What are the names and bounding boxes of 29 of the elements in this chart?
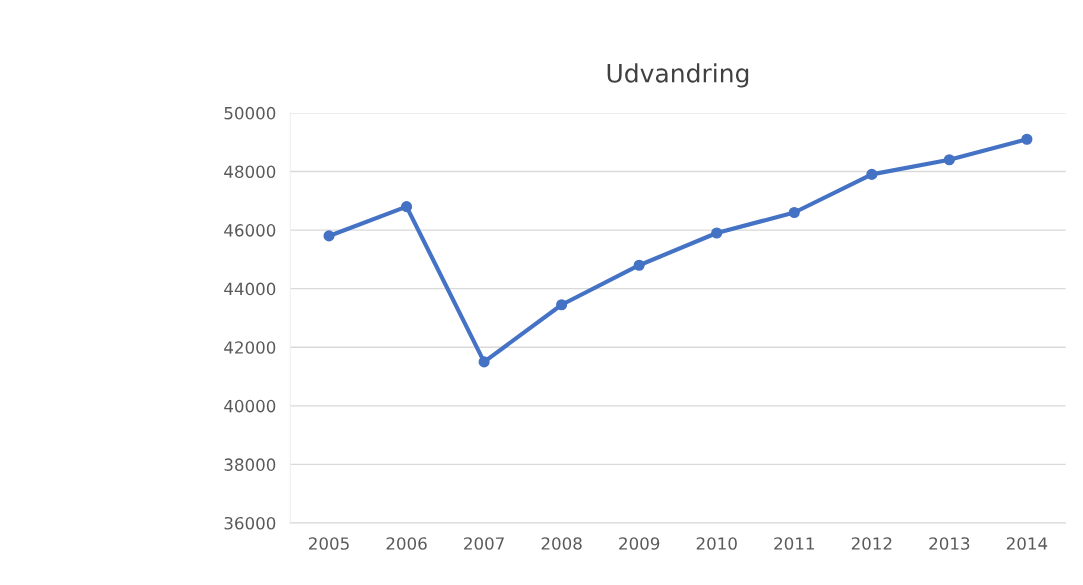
x-tick-label: 2006 xyxy=(386,537,427,550)
x-tick-label: 2010 xyxy=(696,537,737,550)
x-tick-label: 2008 xyxy=(541,537,582,550)
point xyxy=(788,206,800,219)
point xyxy=(633,259,645,271)
x-tick-label: 2011 xyxy=(774,537,814,550)
y-tick-label: 44000 xyxy=(224,282,276,296)
y-tick-label: 46000 xyxy=(224,224,276,237)
point xyxy=(943,154,955,166)
y-tick-label: 50000 xyxy=(224,106,276,120)
x-tick-label: 2014 xyxy=(1006,537,1048,550)
point xyxy=(1021,133,1033,145)
x-tick-label: 2012 xyxy=(851,537,892,550)
point xyxy=(401,201,413,213)
point xyxy=(711,227,723,239)
x-tick-label: 2009 xyxy=(619,537,660,550)
y-tick-label: 42000 xyxy=(224,341,276,354)
y-tick-label: 38000 xyxy=(224,458,276,471)
x-tick-label: 2005 xyxy=(309,537,349,550)
x-tick-label: 2013 xyxy=(929,537,970,550)
chart-title: Udvandring xyxy=(607,63,749,88)
y-tick-label: 36000 xyxy=(224,516,276,530)
x-tick-label: 2007 xyxy=(464,537,504,550)
point xyxy=(866,168,878,180)
point xyxy=(478,356,490,368)
point xyxy=(323,230,335,242)
point xyxy=(556,299,568,311)
y-tick-label: 48000 xyxy=(224,165,276,179)
y-tick-label: 40000 xyxy=(224,399,276,413)
